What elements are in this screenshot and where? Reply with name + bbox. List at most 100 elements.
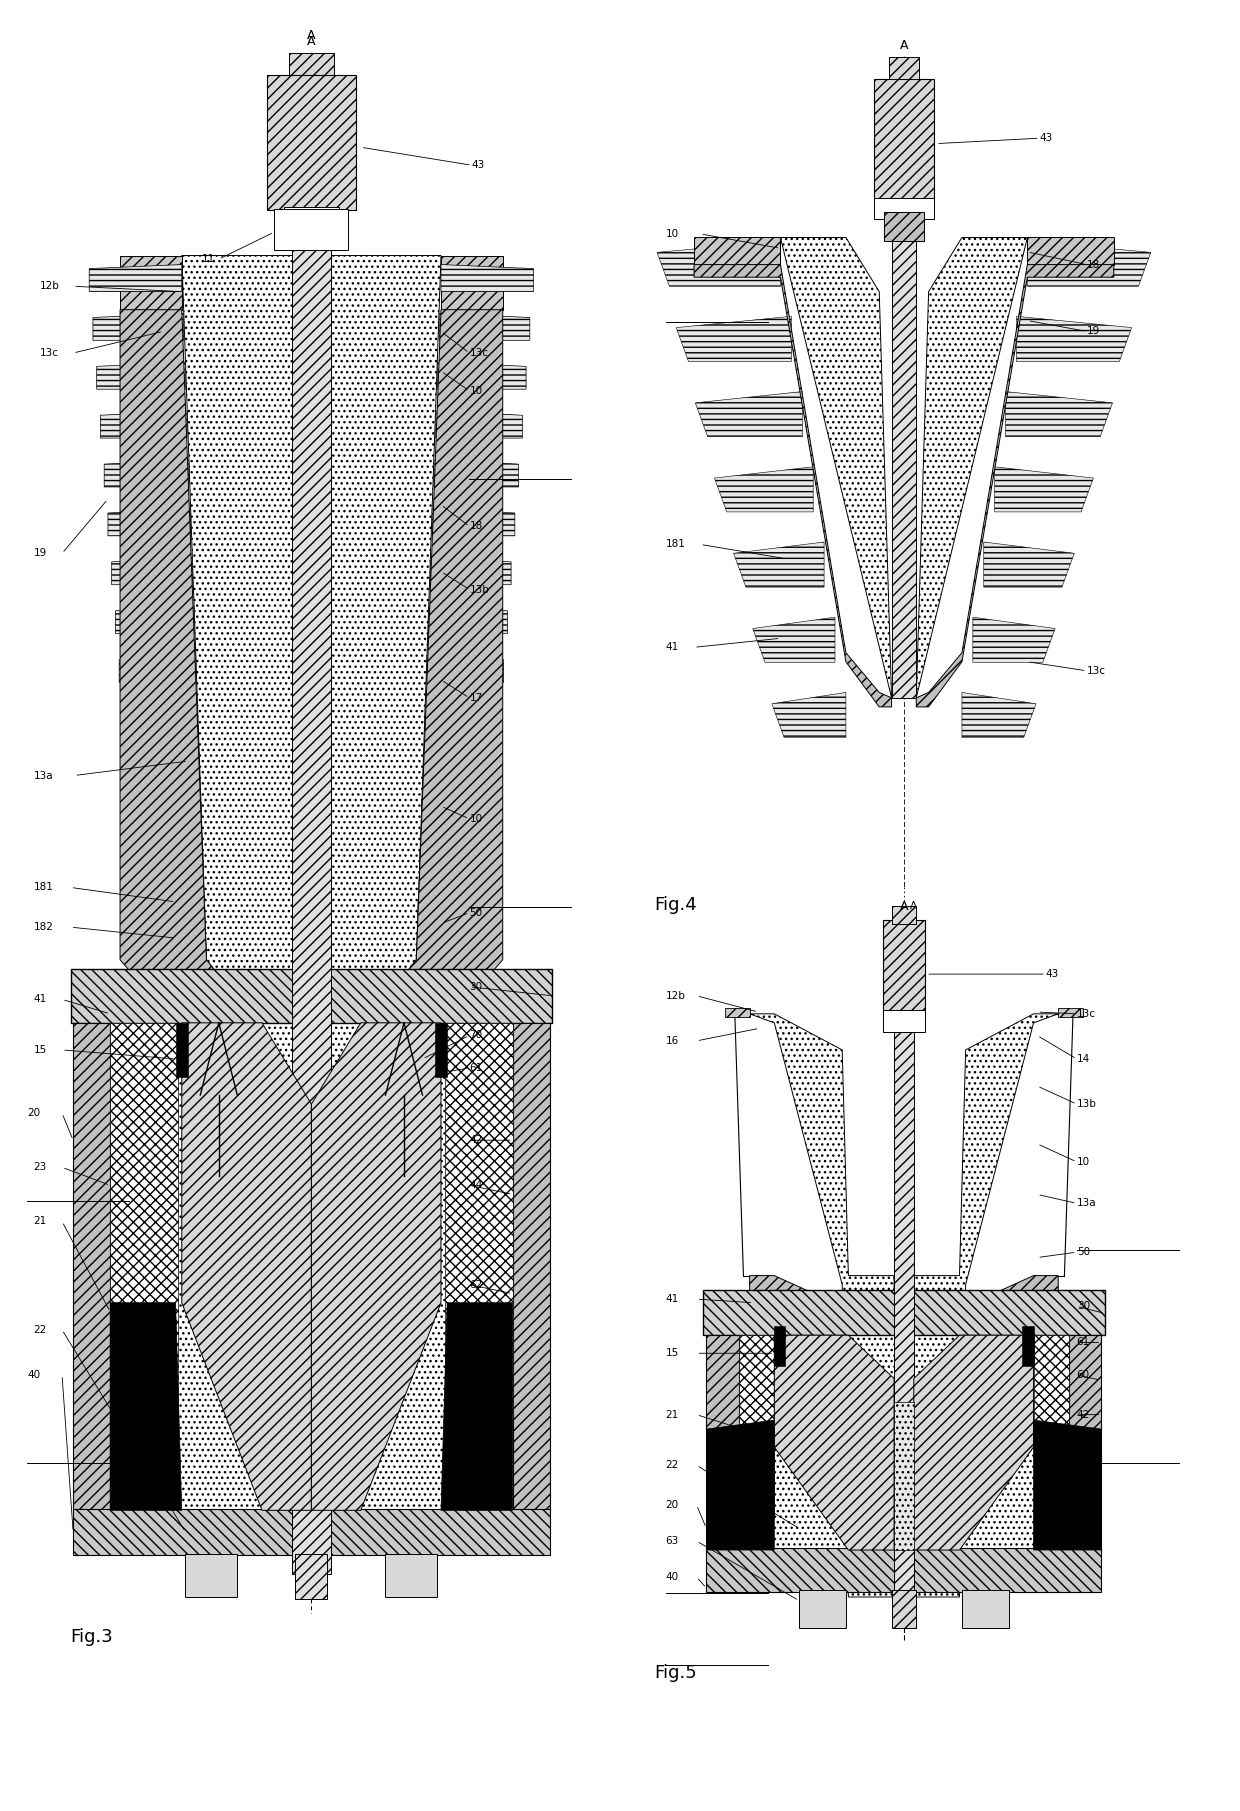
Polygon shape — [134, 851, 203, 878]
Text: 70: 70 — [470, 1030, 482, 1041]
Bar — [73, 1023, 110, 1510]
Text: 10: 10 — [1076, 1157, 1090, 1166]
Polygon shape — [960, 1275, 1058, 1335]
Polygon shape — [438, 362, 526, 389]
Bar — [894, 1032, 914, 1597]
Polygon shape — [753, 618, 835, 663]
Text: 15: 15 — [33, 1045, 47, 1056]
Text: 13c: 13c — [1076, 1009, 1096, 1020]
Bar — [884, 212, 924, 241]
Text: 13a: 13a — [1076, 1199, 1096, 1208]
Polygon shape — [110, 1302, 182, 1510]
Polygon shape — [914, 1335, 1033, 1550]
Text: 41: 41 — [666, 643, 680, 652]
Text: A: A — [308, 29, 316, 42]
Polygon shape — [182, 1023, 311, 1510]
Text: 21: 21 — [666, 1409, 680, 1420]
Text: 22: 22 — [33, 1326, 47, 1335]
Bar — [295, 1554, 327, 1599]
Text: 40: 40 — [27, 1369, 41, 1380]
Polygon shape — [423, 753, 496, 781]
Text: 15: 15 — [666, 1347, 680, 1358]
Bar — [894, 1402, 914, 1550]
Text: 18: 18 — [1086, 259, 1100, 270]
Polygon shape — [750, 1014, 894, 1597]
Bar — [1023, 1326, 1033, 1365]
Bar — [110, 1023, 512, 1510]
Bar — [71, 969, 552, 1023]
Text: 42: 42 — [1076, 1409, 1090, 1420]
Text: 43: 43 — [1039, 134, 1053, 143]
Polygon shape — [425, 704, 500, 732]
Polygon shape — [1028, 237, 1114, 264]
Text: 13b: 13b — [1076, 1099, 1096, 1108]
Text: 10: 10 — [666, 228, 678, 239]
Text: A: A — [900, 900, 908, 913]
Text: 12b: 12b — [40, 281, 60, 292]
Polygon shape — [422, 802, 492, 829]
Polygon shape — [420, 851, 489, 878]
Polygon shape — [97, 362, 185, 389]
Polygon shape — [311, 255, 441, 1032]
Bar — [889, 56, 919, 78]
Bar — [703, 1289, 1105, 1335]
Text: 11: 11 — [202, 254, 215, 264]
Polygon shape — [916, 264, 1114, 706]
Text: Fig.4: Fig.4 — [655, 896, 697, 915]
Bar — [892, 241, 916, 697]
Text: 63: 63 — [666, 1536, 680, 1547]
Text: 23: 23 — [33, 1163, 47, 1172]
Text: 20: 20 — [666, 1500, 678, 1510]
Bar — [962, 1590, 1009, 1628]
Polygon shape — [108, 509, 191, 536]
Text: 60: 60 — [1076, 1369, 1090, 1380]
Text: 10: 10 — [470, 386, 482, 397]
Text: 41: 41 — [666, 1295, 680, 1304]
Polygon shape — [126, 753, 200, 781]
Bar — [1069, 1335, 1101, 1550]
Polygon shape — [441, 1302, 512, 1510]
Text: Fig.5: Fig.5 — [655, 1664, 697, 1682]
Text: 50: 50 — [1076, 1248, 1090, 1257]
Polygon shape — [112, 558, 192, 585]
Bar — [799, 1590, 846, 1628]
Bar — [739, 1335, 1069, 1550]
Text: 61: 61 — [1076, 1337, 1090, 1347]
Polygon shape — [914, 1014, 1058, 1597]
Polygon shape — [311, 1023, 441, 1510]
Polygon shape — [361, 310, 502, 1032]
Text: Fig.3: Fig.3 — [71, 1628, 113, 1646]
Text: 41: 41 — [33, 994, 47, 1005]
Text: 18: 18 — [470, 522, 482, 531]
Polygon shape — [104, 460, 188, 487]
Bar — [186, 1554, 237, 1597]
Polygon shape — [1006, 391, 1112, 436]
Polygon shape — [1028, 241, 1151, 286]
Text: 62: 62 — [470, 1280, 482, 1289]
Polygon shape — [780, 237, 892, 697]
Text: 19: 19 — [1086, 326, 1100, 337]
Bar — [267, 74, 356, 210]
Polygon shape — [973, 618, 1055, 663]
Text: 181: 181 — [33, 882, 53, 893]
Text: A: A — [910, 900, 918, 911]
Polygon shape — [89, 264, 182, 292]
Bar — [176, 1023, 188, 1078]
Polygon shape — [439, 313, 529, 340]
Polygon shape — [441, 264, 533, 292]
Bar — [284, 206, 339, 246]
Bar — [739, 1335, 774, 1519]
Text: 13c: 13c — [40, 348, 58, 359]
Text: 30: 30 — [1076, 1302, 1090, 1311]
Polygon shape — [694, 237, 780, 264]
Polygon shape — [123, 704, 197, 732]
Bar — [73, 1509, 549, 1556]
Polygon shape — [418, 900, 485, 927]
Bar — [445, 1023, 512, 1420]
Polygon shape — [441, 255, 502, 310]
Text: 30: 30 — [470, 982, 482, 992]
Bar — [1058, 1009, 1083, 1018]
Text: 44: 44 — [470, 1181, 482, 1190]
Text: 43: 43 — [1045, 969, 1059, 980]
Polygon shape — [962, 692, 1035, 737]
